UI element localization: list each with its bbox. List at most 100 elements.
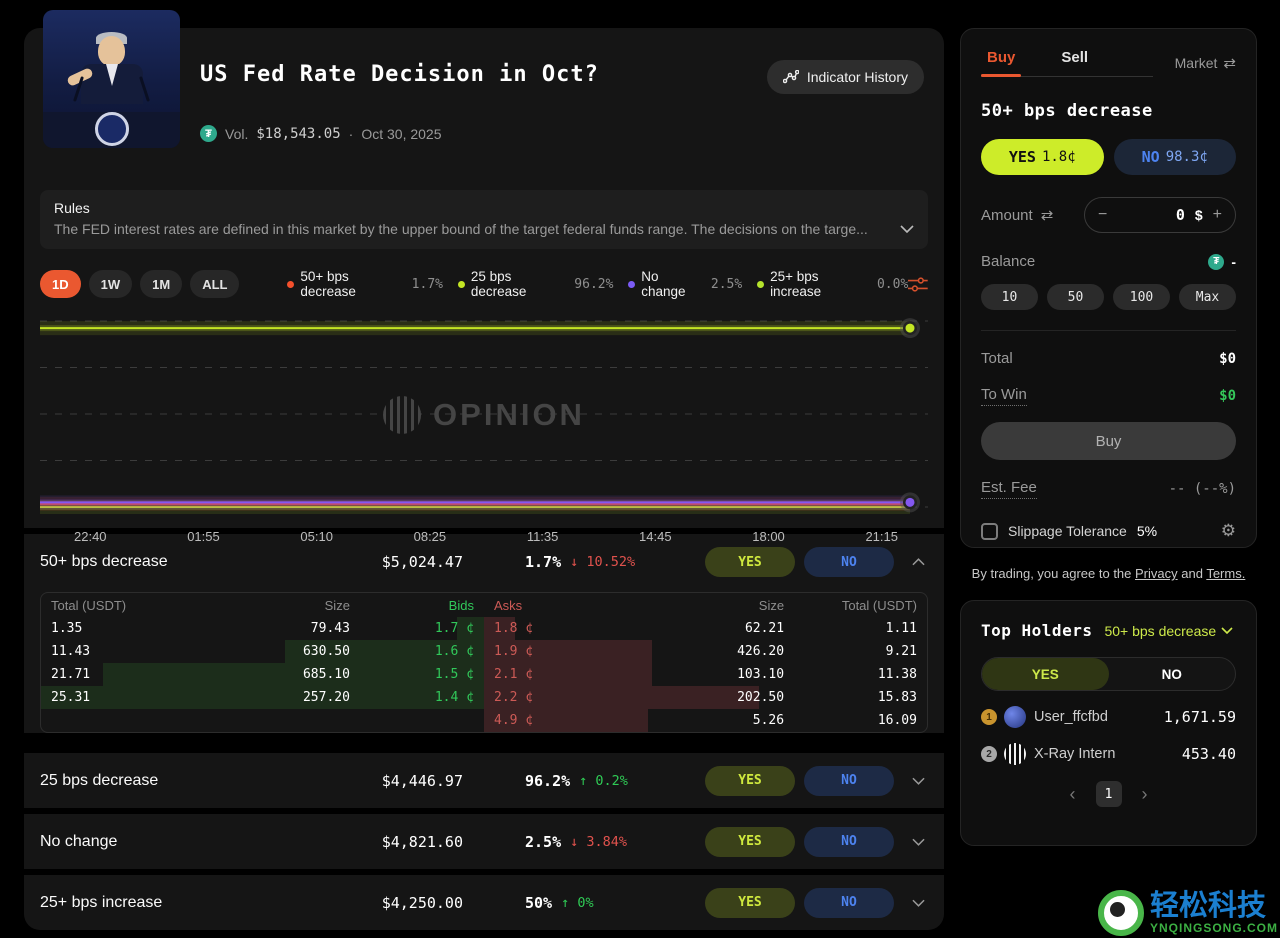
buy-yes-button[interactable]: YES 1.8¢ <box>981 139 1104 175</box>
decrement-button[interactable]: − <box>1098 206 1108 223</box>
bid-total: 21.71 <box>51 667 91 682</box>
x-tick: 11:35 <box>526 529 559 544</box>
gear-icon[interactable]: ⚙ <box>1220 521 1236 540</box>
volume-label: Vol. <box>225 125 249 142</box>
amount-input[interactable]: − 0 $ + <box>1084 197 1236 233</box>
est-fee-value: -- (--%) <box>1168 481 1236 497</box>
ask-size: 426.20 <box>737 644 785 659</box>
bid-depth-bar <box>41 686 484 709</box>
increment-button[interactable]: + <box>1212 206 1222 223</box>
buy-submit-button[interactable]: Buy <box>981 422 1236 460</box>
order-type-toggle[interactable]: Market ⇄ <box>1175 54 1236 72</box>
x-tick: 08:25 <box>413 529 447 544</box>
order-book-row[interactable]: 25.31 257.20 1.4 ¢ 2.2 ¢ 202.50 15.83 <box>41 686 927 709</box>
outcome-label: No change <box>40 832 118 850</box>
outcome-section-25-bps-increase: 25+ bps increase $4,250.00 50% ↑ 0% YES … <box>24 875 944 930</box>
chevron-down-icon[interactable] <box>900 225 914 233</box>
next-page-button[interactable]: › <box>1141 783 1148 804</box>
quick-amount-50[interactable]: 50 <box>1047 284 1104 310</box>
expand-chevron-down-icon[interactable] <box>908 777 928 785</box>
x-tick: 18:00 <box>752 529 785 544</box>
outcome-row[interactable]: 50+ bps decrease $5,024.47 1.7% ↓ 10.52%… <box>24 534 944 590</box>
tab-sell[interactable]: Sell <box>1061 49 1089 66</box>
order-book-row[interactable]: 4.9 ¢ 5.26 16.09 <box>41 709 927 732</box>
rules-text: The FED interest rates are defined in th… <box>54 221 868 237</box>
holders-outcome-filter[interactable]: 50+ bps decrease <box>1104 623 1233 639</box>
current-page[interactable]: 1 <box>1095 781 1122 807</box>
legend-label: 25+ bps increase <box>770 269 822 299</box>
tab-buy[interactable]: Buy <box>980 49 1022 77</box>
bid-depth-bar <box>284 640 484 663</box>
outcome-row[interactable]: No change $4,821.60 2.5% ↓ 3.84% YES NO <box>24 814 944 869</box>
order-book-row[interactable]: 1.35 79.43 1.7 ¢ 1.8 ¢ 62.21 1.11 <box>41 617 927 640</box>
legend-item: 50+ bps decrease 1.7% <box>287 269 443 299</box>
prev-page-button[interactable]: ‹ <box>1069 783 1076 804</box>
yes-button[interactable]: YES <box>705 826 795 857</box>
holders-yes-no-toggle: YES NO <box>981 657 1236 691</box>
chart-settings-sliders-icon[interactable] <box>908 276 928 293</box>
outcome-change: ↓ 3.84% <box>570 833 628 850</box>
yes-price: 1.8¢ <box>1041 149 1076 165</box>
no-button[interactable]: NO <box>804 826 894 857</box>
legend-label: 50+ bps decrease <box>300 269 356 299</box>
agreement-prefix: By trading, you agree to the <box>971 566 1135 581</box>
avatar <box>1004 706 1026 728</box>
outcome-label: 25 bps decrease <box>40 771 159 789</box>
yes-button[interactable]: YES <box>705 765 795 796</box>
outcome-probability: 1.7% <box>525 553 562 571</box>
holder-row[interactable]: 1 User_ffcfbd 1,671.59 <box>981 706 1236 728</box>
rules-box: Rules The FED interest rates are defined… <box>40 190 928 249</box>
collapse-chevron-up-icon[interactable] <box>908 558 928 566</box>
trade-panel: Buy Sell Market ⇄ 50+ bps decrease YES 1… <box>960 28 1257 548</box>
total-value: $0 <box>1219 350 1236 367</box>
buy-no-button[interactable]: NO 98.3¢ <box>1113 139 1236 175</box>
ask-price: 4.9 ¢ <box>494 713 534 728</box>
outcome-section-50-bps-decrease: 50+ bps decrease $5,024.47 1.7% ↓ 10.52%… <box>24 534 944 733</box>
to-win-value: $0 <box>1219 388 1236 404</box>
quick-amount-max[interactable]: Max <box>1179 284 1236 310</box>
timeframe-all-button[interactable]: ALL <box>190 270 240 298</box>
holders-tab-yes[interactable]: YES <box>982 658 1109 690</box>
order-book-row[interactable]: 11.43 630.50 1.6 ¢ 1.9 ¢ 426.20 9.21 <box>41 640 927 663</box>
holders-pagination: ‹ 1 › <box>981 781 1236 807</box>
avatar <box>1004 743 1026 765</box>
privacy-link[interactable]: Privacy <box>1135 566 1178 581</box>
yes-button[interactable]: YES <box>705 887 795 918</box>
outcome-probability: 96.2% <box>525 771 571 790</box>
ask-total: 1.11 <box>885 621 917 636</box>
expand-chevron-down-icon[interactable] <box>908 838 928 846</box>
terms-link[interactable]: Terms. <box>1206 566 1246 581</box>
outcome-row[interactable]: 25 bps decrease $4,446.97 96.2% ↑ 0.2% Y… <box>24 753 944 808</box>
legend-label: 25 bps decrease <box>470 269 527 299</box>
holder-row[interactable]: 2 X-Ray Intern 453.40 <box>981 743 1236 765</box>
quick-amount-100[interactable]: 100 <box>1113 284 1170 310</box>
expand-chevron-down-icon[interactable] <box>908 899 928 907</box>
header-asks: Asks <box>494 597 523 613</box>
bid-price: 1.7 ¢ <box>434 621 474 636</box>
x-tick: 22:40 <box>74 529 107 544</box>
outcome-row[interactable]: 25+ bps increase $4,250.00 50% ↑ 0% YES … <box>24 875 944 930</box>
timeframe-1d-button[interactable]: 1D <box>40 270 81 298</box>
amount-value[interactable]: 0 <box>1175 206 1185 224</box>
holders-tab-no[interactable]: NO <box>1161 666 1182 682</box>
yes-button[interactable]: YES <box>705 547 795 577</box>
bid-total: 25.31 <box>51 690 91 705</box>
no-button[interactable]: NO <box>804 887 894 918</box>
indicator-history-label: Indicator History <box>806 69 908 85</box>
outcome-change: ↑ 0.2% <box>579 772 628 789</box>
dot-separator: · <box>348 125 354 142</box>
price-chart[interactable]: OPINION <box>40 309 928 521</box>
order-book-row[interactable]: 21.71 685.10 1.5 ¢ 2.1 ¢ 103.10 11.38 <box>41 663 927 686</box>
legend-item: 25+ bps increase 0.0% <box>757 269 908 299</box>
ask-total: 15.83 <box>877 690 917 705</box>
quick-amount-10[interactable]: 10 <box>981 284 1038 310</box>
legend-item: 25 bps decrease 96.2% <box>457 269 613 299</box>
timeframe-1w-button[interactable]: 1W <box>88 270 133 298</box>
indicator-history-button[interactable]: Indicator History <box>766 60 924 94</box>
slippage-checkbox[interactable] <box>981 522 998 540</box>
no-button[interactable]: NO <box>804 765 894 796</box>
order-type-label: Market <box>1174 55 1218 71</box>
amount-swap-icon[interactable]: ⇄ <box>1040 207 1054 224</box>
no-button[interactable]: NO <box>804 547 894 577</box>
timeframe-1m-button[interactable]: 1M <box>140 270 183 298</box>
